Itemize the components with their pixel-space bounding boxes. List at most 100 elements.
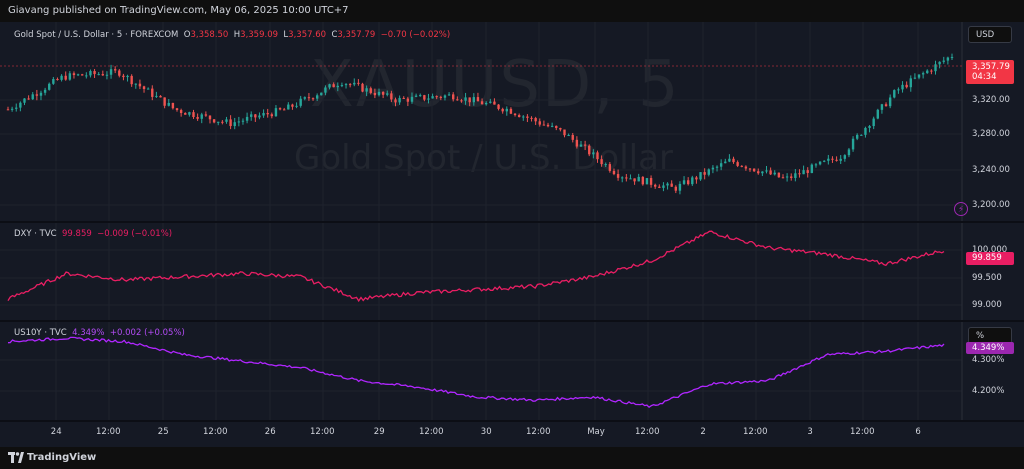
candle-body [567,135,570,137]
candle-body [612,170,616,175]
open-label: O [183,30,191,40]
candle-body [736,162,739,166]
candle-body [237,121,241,123]
candle-body [130,75,133,85]
candle-body [439,96,443,98]
candle-body [353,82,356,85]
candle-body [880,104,884,110]
candle-body [406,98,410,102]
candle-body [344,84,348,86]
candle-body [179,110,183,113]
candle-body [56,79,59,81]
candle-body [876,109,879,119]
candle-body [695,177,698,180]
candle-body [361,83,364,92]
candle-body [678,183,682,191]
lightning-icon[interactable]: ⚡ [954,202,968,216]
candle-body [303,97,307,99]
candle-body [806,170,809,173]
gold-symbol-name[interactable]: Gold Spot / U.S. Dollar · 5 · FOREXCOM [14,30,179,40]
candle-body [93,71,96,75]
candle-body [443,95,447,98]
candle-body [381,91,385,95]
candle-body [938,61,941,65]
candle-body [386,93,389,95]
chart-area[interactable] [0,22,1024,447]
pane-separator[interactable] [0,320,1024,322]
time-tick: 12:00 [203,427,228,437]
candle-body [794,173,797,178]
candle-body [888,97,892,107]
candle-body [950,56,954,58]
candle-body [35,94,39,96]
candle-body [917,74,921,78]
candle-body [307,97,311,99]
tradingview-logo-icon [8,452,24,463]
pane-separator[interactable] [0,221,1024,223]
currency-button[interactable]: USD [968,26,1012,43]
dxy-change: −0.009 (−0.01%) [97,229,173,239]
candle-body [262,113,265,116]
candle-body [192,112,195,118]
candle-body [414,95,418,97]
candle-body [798,173,801,175]
candle-body [645,178,649,185]
candle-body [575,139,579,147]
candle-body [97,74,100,76]
candle-body [484,102,488,105]
candle-body [831,158,834,160]
candle-body [299,98,302,106]
candle-body [897,89,900,91]
candle-body [691,177,694,185]
dxy-symbol-name[interactable]: DXY · TVC [14,229,57,239]
candle-body [15,107,18,109]
candle-body [757,171,760,174]
candle-body [460,100,463,102]
candle-body [270,114,274,117]
candle-body [196,117,199,119]
candle-body [254,114,257,118]
candle-body [843,155,847,159]
candle-body [291,104,294,107]
candle-body [427,98,430,100]
candle-body [72,73,76,76]
candle-body [188,112,191,115]
close-value: 3,357.79 [337,30,376,40]
footer-brand: TradingView [27,452,97,463]
candle-body [814,164,818,166]
candle-body [942,60,945,62]
candle-body [513,113,517,116]
candle-body [402,97,405,99]
candle-body [258,115,261,118]
candle-body [860,134,863,136]
candle-body [468,97,471,103]
candle-body [505,108,508,112]
candle-body [641,176,645,185]
candle-body [89,71,92,76]
us10y-change: +0.002 (+0.05%) [109,328,185,338]
price-tick: 3,280.00 [972,129,1010,139]
candle-body [728,158,731,162]
candle-body [769,170,772,175]
candle-body [410,96,414,102]
candle-body [39,92,43,96]
candle-body [390,93,393,100]
candle-body [480,101,484,105]
candle-body [686,180,690,185]
us10y-line [7,336,945,409]
candle-body [732,158,735,163]
open-value: 3,358.50 [190,30,229,40]
candle-body [31,94,34,100]
candle-body [19,102,22,108]
candle-body [113,69,117,71]
candle-body [320,92,323,96]
candle-body [872,118,875,127]
us10y-symbol-name[interactable]: US10Y · TVC [14,328,67,338]
candle-body [464,97,467,101]
candle-body [377,91,381,96]
candle-body [818,161,822,165]
candle-body [48,83,51,90]
candle-body [146,88,150,90]
time-tick: 26 [264,427,276,437]
candle-body [138,83,142,87]
